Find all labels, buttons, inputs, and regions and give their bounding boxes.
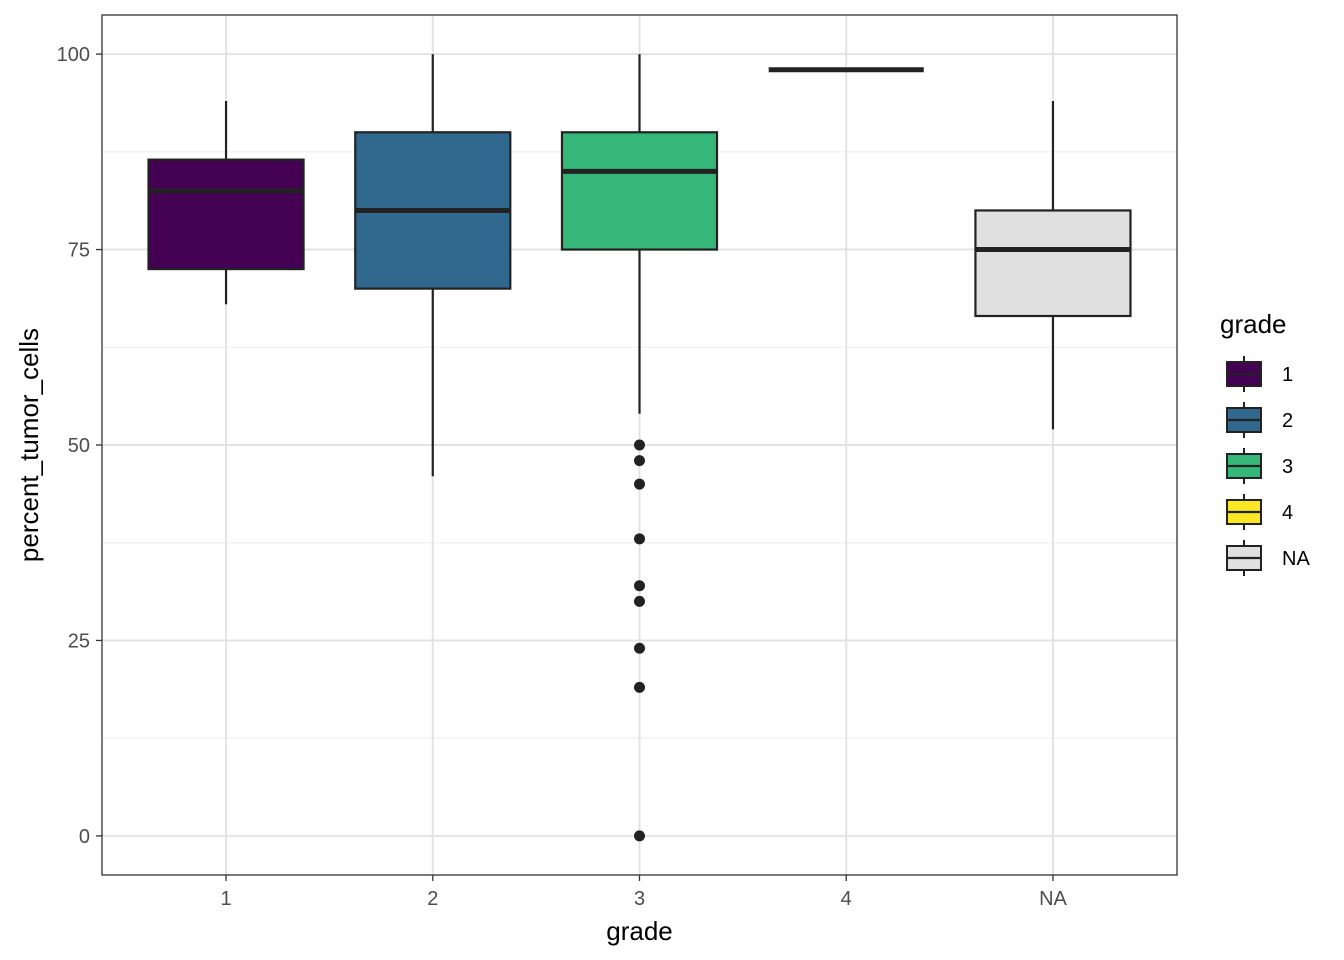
x-tick-label: 3: [634, 888, 645, 910]
outlier-point: [634, 681, 645, 693]
legend-label: 3: [1282, 456, 1293, 478]
outlier-point: [634, 642, 645, 654]
boxes: [147, 54, 1132, 842]
box-rect: [147, 158, 305, 271]
box-rect: [560, 131, 719, 251]
y-axis-title: percent_tumor_cells: [14, 328, 44, 562]
legend-item-4: 4: [1226, 494, 1293, 530]
x-tick-label: 4: [841, 888, 852, 910]
box-NA: [974, 101, 1132, 430]
legend-item-1: 1: [1226, 356, 1293, 392]
y-tick-label: 25: [68, 630, 90, 652]
box-2: [354, 54, 512, 477]
x-tick-label: 1: [220, 888, 231, 910]
legend: grade 1 2 3 4 NA: [1220, 309, 1310, 576]
x-tick-label: NA: [1039, 888, 1067, 910]
legend-label: NA: [1282, 548, 1310, 570]
legend-label: 2: [1282, 410, 1293, 432]
legend-label: 1: [1282, 364, 1293, 386]
outlier-point: [634, 439, 645, 451]
box-1: [147, 101, 305, 305]
legend-label: 4: [1282, 502, 1293, 524]
box-rect: [974, 209, 1132, 318]
legend-item-2: 2: [1226, 402, 1293, 438]
x-axis: 1 2 3 4 NA: [220, 875, 1068, 910]
outlier-point: [634, 478, 645, 490]
box-3: [560, 54, 719, 842]
y-tick-label: 100: [57, 44, 90, 66]
y-tick-label: 75: [68, 240, 90, 262]
outlier-point: [634, 595, 645, 607]
y-tick-label: 0: [79, 826, 90, 848]
legend-item-NA: NA: [1226, 540, 1310, 576]
x-tick-label: 2: [427, 888, 438, 910]
legend-item-3: 3: [1226, 448, 1293, 484]
x-axis-title: grade: [606, 916, 673, 946]
outlier-point: [634, 533, 645, 545]
outlier-point: [634, 455, 645, 467]
outlier-point: [634, 830, 645, 842]
legend-title: grade: [1220, 309, 1287, 339]
y-axis: 0 25 50 75 100: [57, 44, 102, 848]
y-tick-label: 50: [68, 435, 90, 457]
outlier-point: [634, 580, 645, 592]
